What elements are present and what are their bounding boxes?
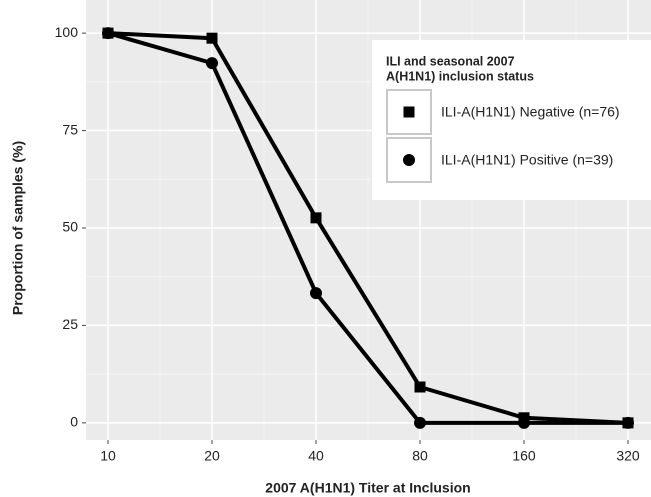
marker (414, 381, 426, 393)
marker (102, 27, 114, 40)
marker (622, 416, 634, 429)
legend-title: A(H1N1) inclusion status (386, 69, 534, 83)
marker (414, 416, 426, 429)
marker (310, 212, 322, 224)
marker (518, 416, 530, 429)
marker (206, 57, 218, 70)
legend-label: ILI-A(H1N1) Negative (n=76) (441, 104, 620, 120)
legend: ILI and seasonal 2007 A(H1N1) inclusion … (372, 40, 651, 200)
y-axis-title: Proportion of samples (%) (10, 141, 26, 315)
legend-key (386, 89, 432, 135)
y-tick-label: 75 (62, 121, 78, 137)
x-tick-label: 20 (204, 448, 220, 464)
y-tick-label: 25 (62, 316, 78, 332)
x-tick-label: 40 (308, 448, 324, 464)
x-tick-label: 10 (100, 448, 116, 464)
x-tick-label: 320 (616, 448, 640, 464)
legend-title: ILI and seasonal 2007 (386, 54, 515, 68)
legend-label: ILI-A(H1N1) Positive (n=39) (441, 152, 613, 168)
y-tick-label: 0 (70, 414, 78, 430)
series-line (107, 31, 628, 425)
series-line (107, 31, 629, 425)
x-tick-label: 160 (512, 448, 536, 464)
x-tick-label: 80 (412, 448, 428, 464)
marks (102, 27, 634, 429)
marker (403, 106, 415, 118)
marker (403, 154, 415, 166)
x-axis-title: 2007 A(H1N1) Titer at Inclusion (265, 480, 470, 496)
marker (206, 32, 218, 44)
y-tick-label: 50 (62, 219, 78, 235)
marker (310, 287, 322, 300)
y-tick-label: 100 (55, 24, 79, 40)
